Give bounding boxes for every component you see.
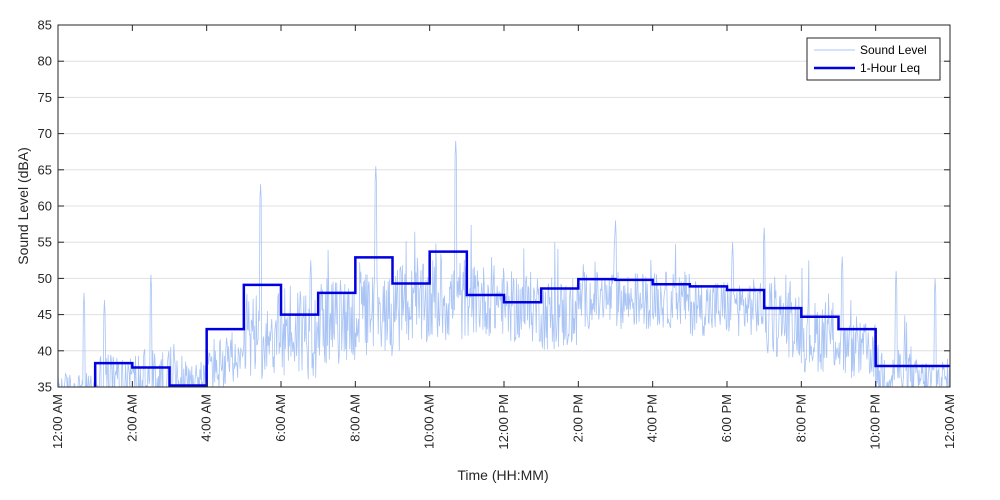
x-tick-label: 4:00 PM [645, 394, 660, 442]
leq-series [93, 250, 950, 387]
x-tick-label: 2:00 AM [124, 394, 139, 442]
y-tick-label: 35 [38, 380, 52, 395]
x-tick-label: 12:00 PM [496, 394, 511, 450]
y-tick-label: 60 [38, 199, 52, 214]
x-tick-label: 6:00 AM [273, 394, 288, 442]
leq-step-line [93, 250, 950, 387]
x-tick-label: 2:00 PM [570, 394, 585, 442]
x-tick-label: 4:00 AM [199, 394, 214, 442]
x-tick-label: 10:00 PM [868, 394, 883, 450]
x-tick-label: 10:00 AM [422, 394, 437, 449]
y-tick-label: 45 [38, 307, 52, 322]
y-tick-label: 70 [38, 126, 52, 141]
y-tick-label: 55 [38, 235, 52, 250]
x-axis-label: Time (HH:MM) [457, 467, 548, 483]
legend-label-sound-level: Sound Level [860, 43, 927, 57]
x-tick-labels: 12:00 AM 2:00 AM 4:00 AM 6:00 AM 8:00 AM 10:0… [50, 394, 957, 450]
y-tick-label: 85 [38, 18, 52, 33]
y-axis-label: Sound Level (dBA) [15, 147, 31, 265]
y-tick-label: 40 [38, 343, 52, 358]
axis-ticks [57, 24, 951, 388]
y-tick-label: 50 [38, 271, 52, 286]
y-tick-label: 65 [38, 162, 52, 177]
x-tick-label: 12:00 AM [50, 394, 65, 449]
y-tick-label: 80 [38, 54, 52, 69]
x-tick-label: 8:00 PM [793, 394, 808, 442]
x-tick-label: 6:00 PM [719, 394, 734, 442]
y-tick-label: 75 [38, 90, 52, 105]
x-tick-label: 12:00 AM [942, 394, 957, 449]
sound-level-series [58, 140, 950, 387]
legend-label-leq: 1-Hour Leq [860, 61, 920, 75]
legend-box [806, 37, 941, 81]
x-tick-label: 8:00 AM [347, 394, 362, 442]
legend: Sound Level 1-Hour Leq [806, 37, 941, 81]
y-tick-labels: 35 40 45 50 55 60 65 70 75 80 85 [38, 18, 52, 395]
sound-level-line [58, 140, 950, 387]
